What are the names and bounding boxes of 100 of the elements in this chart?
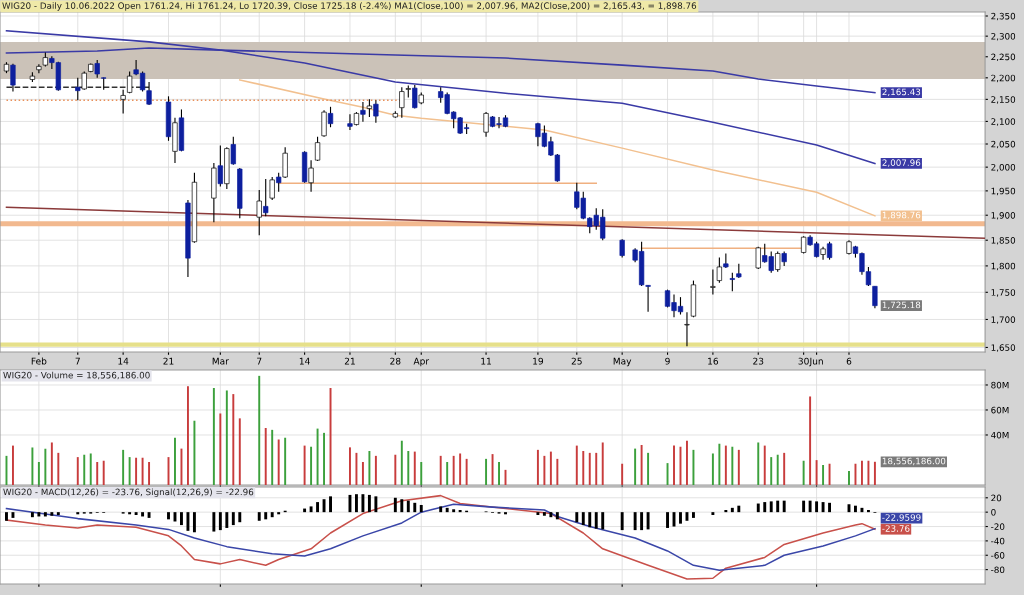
annotation: 1,725.18 bbox=[882, 301, 921, 310]
y-tick-label: 1,900 bbox=[991, 212, 1016, 220]
bar bbox=[854, 505, 857, 513]
candlestick bbox=[872, 285, 878, 309]
candlestick bbox=[775, 250, 781, 273]
candlestick bbox=[710, 268, 716, 295]
bar bbox=[549, 512, 553, 518]
bar bbox=[458, 510, 462, 513]
bar bbox=[361, 494, 365, 513]
candlestick bbox=[308, 159, 314, 193]
y-tick-label: 20 bbox=[991, 494, 1002, 502]
bar bbox=[666, 512, 669, 528]
bar bbox=[419, 504, 423, 513]
bar bbox=[225, 512, 229, 528]
x-tick-label: 19 bbox=[533, 357, 544, 365]
candlestick bbox=[256, 189, 262, 236]
y-tick-label: 1,850 bbox=[991, 237, 1016, 245]
x-tick-label: May bbox=[613, 357, 632, 367]
candlestick bbox=[619, 238, 625, 259]
bar bbox=[646, 512, 650, 530]
x-tick-label: 28 bbox=[390, 357, 401, 365]
bar bbox=[633, 512, 637, 531]
bar bbox=[763, 502, 767, 513]
bar bbox=[581, 512, 585, 526]
x-tick-label: Mar bbox=[212, 357, 229, 365]
bar bbox=[37, 512, 41, 517]
bar bbox=[594, 512, 598, 529]
bar bbox=[439, 506, 443, 513]
candlestick bbox=[684, 311, 690, 347]
bar bbox=[815, 501, 819, 513]
y-tick-label: 1,750 bbox=[991, 289, 1016, 297]
bar bbox=[413, 502, 417, 513]
chart-title: WIG20 - MACD(12,26) = -23.76, Signal(12,26,9) = -22.96 bbox=[3, 488, 254, 497]
y-tick-label: 2,050 bbox=[991, 140, 1016, 149]
y-tick-label: 2,000 bbox=[991, 163, 1016, 172]
bar bbox=[679, 512, 682, 524]
bar bbox=[452, 509, 456, 513]
chart-title: WIG20 - Volume = 18,556,186.00 bbox=[3, 371, 150, 380]
bar bbox=[257, 512, 261, 521]
bar bbox=[309, 506, 313, 513]
bar bbox=[756, 503, 760, 513]
line-series bbox=[5, 503, 876, 572]
bar bbox=[374, 496, 378, 513]
y-tick-label: 1,950 bbox=[991, 187, 1016, 196]
y-tick-label: -40 bbox=[991, 537, 1005, 545]
y-tick-label: 1,650 bbox=[991, 344, 1016, 352]
bar bbox=[128, 512, 132, 515]
x-tick-label: Apr bbox=[413, 357, 430, 367]
bar bbox=[400, 499, 404, 513]
bar bbox=[277, 512, 281, 515]
x-tick-label: 9 bbox=[665, 357, 670, 365]
bar bbox=[264, 512, 268, 520]
bar bbox=[147, 512, 151, 518]
bar bbox=[802, 500, 806, 513]
bar bbox=[821, 502, 825, 513]
bar bbox=[212, 512, 216, 532]
bar bbox=[316, 502, 320, 513]
bar bbox=[504, 512, 507, 515]
y-tick-label: 2,200 bbox=[991, 74, 1016, 83]
candlestick bbox=[399, 86, 405, 119]
bar bbox=[536, 512, 540, 516]
x-tick-label: Feb bbox=[31, 357, 47, 365]
bar bbox=[828, 502, 832, 513]
y-tick-label: 2,100 bbox=[991, 118, 1016, 126]
bar bbox=[5, 512, 8, 521]
bar bbox=[231, 512, 235, 526]
bar bbox=[711, 512, 715, 516]
candlestick bbox=[36, 63, 42, 74]
y-tick-label: -20 bbox=[991, 523, 1005, 530]
y-tick-label: 2,300 bbox=[991, 32, 1016, 41]
y-tick-label: 0 bbox=[991, 508, 996, 516]
y-tick-label: 1,700 bbox=[991, 316, 1016, 324]
bar bbox=[218, 512, 222, 531]
x-tick-label: 11 bbox=[481, 357, 491, 365]
x-tick-label: 14 bbox=[118, 357, 129, 365]
bar bbox=[270, 512, 274, 518]
bar bbox=[866, 510, 870, 513]
bar bbox=[860, 507, 864, 513]
y-tick-label: 80M bbox=[991, 381, 1009, 389]
bar bbox=[367, 494, 371, 513]
bar bbox=[134, 512, 138, 516]
bar bbox=[354, 494, 358, 513]
data-label: 1,898.76 bbox=[882, 211, 921, 220]
y-tick-label: -80 bbox=[991, 566, 1005, 574]
y-tick-label: 40M bbox=[991, 431, 1009, 439]
chart-title: WIG20 - Daily 10.06.2022 Open 1761.24, Hi 1761.24, Lo 1720.39, Close 1725.18 (-2.4%) MA1(Close,100) = 2,007.96, MA2(Close,200) = 2,165.43, = 1,898.76 bbox=[2, 2, 697, 11]
bar bbox=[192, 512, 196, 533]
bar bbox=[50, 512, 54, 516]
bar bbox=[542, 512, 546, 516]
bar bbox=[445, 507, 449, 513]
bar bbox=[724, 510, 728, 513]
y-tick-label: 1,800 bbox=[991, 262, 1016, 271]
bar bbox=[180, 512, 183, 526]
line-series bbox=[5, 30, 876, 165]
y-tick-label: -60 bbox=[991, 552, 1005, 559]
candlestick bbox=[314, 136, 321, 162]
bar bbox=[329, 496, 332, 513]
x-tick-label: 6 bbox=[846, 357, 852, 365]
y-tick-label: 2,350 bbox=[991, 12, 1016, 21]
candlestick bbox=[483, 111, 489, 138]
